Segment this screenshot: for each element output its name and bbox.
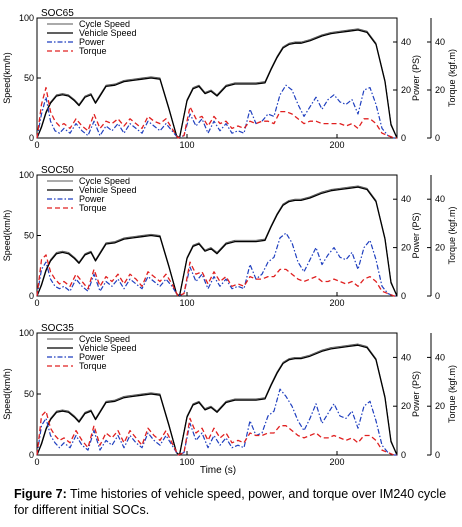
- power-tick-label: 40: [401, 37, 411, 47]
- speed-tick-label: 100: [19, 13, 34, 23]
- series-torque: [36, 410, 397, 456]
- torque-tick-label: 0: [435, 291, 440, 301]
- series-torque: [36, 86, 397, 139]
- x-tick-label: 0: [34, 457, 39, 467]
- speed-tick-label: 100: [19, 328, 34, 338]
- x-tick-label: 0: [34, 298, 39, 308]
- torque-axis-label: Torque (kgf.m): [447, 49, 457, 107]
- speed-tick-label: 50: [24, 73, 34, 83]
- power-tick-label: 20: [401, 401, 411, 411]
- power-tick-label: 0: [401, 133, 406, 143]
- series-power: [36, 84, 397, 139]
- power-tick-label: 40: [401, 194, 411, 204]
- series-cycle-speed: [36, 185, 398, 297]
- speed-tick-label: 50: [24, 389, 34, 399]
- x-tick-label: 100: [179, 457, 194, 467]
- x-tick-label: 200: [329, 457, 344, 467]
- power-tick-label: 40: [401, 352, 411, 362]
- speed-tick-label: 0: [29, 450, 34, 460]
- power-tick-label: 20: [401, 243, 411, 253]
- series-cycle-speed: [36, 343, 398, 456]
- panel-soc35: 0 100 200 0 50 100 0 20 40 0 20 40 Speed(km/h) Power …: [2, 323, 457, 467]
- speed-tick-label: 0: [29, 291, 34, 301]
- power-axis-label: Power (PS): [411, 212, 421, 258]
- series-torque: [36, 254, 397, 297]
- caption-text: Time histories of vehicle speed, power, …: [14, 487, 447, 517]
- legend-label: Torque: [79, 46, 107, 56]
- speed-tick-label: 50: [24, 231, 34, 241]
- time-axis-label: Time (s): [200, 465, 236, 476]
- series-power: [36, 388, 397, 456]
- legend-label: Cycle Speed: [79, 334, 130, 344]
- torque-tick-label: 40: [435, 194, 445, 204]
- torque-axis-label: Torque (kgf.m): [447, 206, 457, 264]
- x-tick-label: 100: [179, 298, 194, 308]
- torque-tick-label: 20: [435, 243, 445, 253]
- series-cycle-speed: [36, 28, 398, 139]
- panel-soc50: 0 100 200 0 50 100 0 20 40 0 20 40 Speed(km/h) Power …: [2, 165, 457, 308]
- torque-axis-label: Torque (kgf.m): [447, 365, 457, 423]
- torque-tick-label: 20: [435, 401, 445, 411]
- series-power: [36, 232, 397, 297]
- speed-axis-label: Speed(km/h): [2, 368, 12, 420]
- x-tick-label: 100: [179, 140, 194, 150]
- legend-label: Torque: [79, 203, 107, 213]
- speed-tick-label: 100: [19, 170, 34, 180]
- panel-title: SOC50: [41, 165, 74, 176]
- power-axis-label: Power (PS): [411, 55, 421, 101]
- legend-label: Power: [79, 194, 105, 204]
- series-vehicle-speed: [36, 186, 398, 297]
- torque-tick-label: 0: [435, 133, 440, 143]
- legend-label: Power: [79, 37, 105, 47]
- legend-label: Power: [79, 352, 105, 362]
- speed-tick-label: 0: [29, 133, 34, 143]
- legend-label: Vehicle Speed: [79, 343, 137, 353]
- caption-label: Figure 7:: [14, 487, 67, 501]
- speed-axis-label: Speed(km/h): [2, 210, 12, 262]
- legend-label: Vehicle Speed: [79, 28, 137, 38]
- legend-label: Torque: [79, 361, 107, 371]
- series-vehicle-speed: [36, 29, 398, 139]
- torque-tick-label: 40: [435, 37, 445, 47]
- power-tick-label: 20: [401, 85, 411, 95]
- x-tick-label: 200: [329, 298, 344, 308]
- speed-axis-label: Speed(km/h): [2, 52, 12, 104]
- legend-label: Vehicle Speed: [79, 185, 137, 195]
- series-vehicle-speed: [36, 344, 398, 456]
- panel-soc65: 0 100 200 0 50 100 0 20 40 0 20 40 Speed(km/h) Power …: [2, 8, 457, 150]
- panel-title: SOC35: [41, 323, 74, 334]
- x-tick-label: 0: [34, 140, 39, 150]
- power-tick-label: 0: [401, 450, 406, 460]
- legend-label: Cycle Speed: [79, 19, 130, 29]
- torque-tick-label: 40: [435, 352, 445, 362]
- power-axis-label: Power (PS): [411, 371, 421, 417]
- figure-caption: Figure 7: Time histories of vehicle spee…: [4, 482, 456, 524]
- torque-tick-label: 20: [435, 85, 445, 95]
- torque-tick-label: 0: [435, 450, 440, 460]
- x-tick-label: 200: [329, 140, 344, 150]
- panel-title: SOC65: [41, 8, 74, 19]
- power-tick-label: 0: [401, 291, 406, 301]
- legend-label: Cycle Speed: [79, 176, 130, 186]
